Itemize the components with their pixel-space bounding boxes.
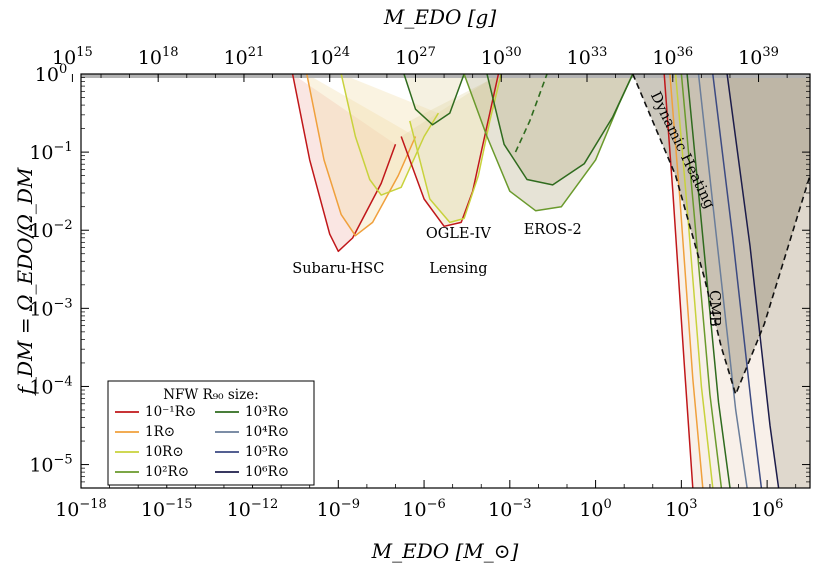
legend-label-1: 1R⊙ [145,424,175,440]
fdm-limit-band [81,74,810,78]
legend-label-0: 10⁻¹R⊙ [145,404,196,420]
series-line-hsc-0 [291,74,397,253]
series-line-ogle-3 [400,74,500,228]
legend-title: NFW R₉₀ size: [163,387,259,403]
region-eros-fill-0 [464,74,633,211]
top-axis-title: M_EDO [g] [383,5,496,29]
series-line-eros-7 [486,74,634,186]
y-tick-label-4: 10−4 [29,374,72,398]
x-axis-title: M_EDO [M_⊙] [371,539,519,563]
legend-label-7: 10⁶R⊙ [245,464,289,480]
series-line-hsc-1 [306,74,417,237]
region-ogle-fill-0 [401,74,499,227]
series-line-cmb-14 [697,74,748,488]
annotation-5: CMB [706,290,722,327]
x-tick-label-7: 103 [665,497,697,521]
x-tick-label-2: 10−12 [227,497,279,521]
top-tick-label-0: 1015 [52,45,93,69]
region-dynamic-fill [632,74,810,395]
x-tick-label-6: 100 [579,497,611,521]
y-tick-label-1: 10−1 [29,140,72,164]
region-eros-fill-1 [487,74,633,185]
legend-label-6: 10⁵R⊙ [245,444,289,460]
series-line-cmb-12 [680,74,723,488]
x-tick-label-8: 106 [751,497,783,521]
legend-label-5: 10⁴R⊙ [245,424,289,440]
top-tick-label-1: 1018 [138,45,179,69]
top-tick-label-7: 1036 [652,45,693,69]
series-line-ogle-5 [403,74,465,126]
top-tick-label-2: 1021 [224,45,265,69]
series-line-cmb-15 [712,74,763,488]
y-axis-title: f_DM = Ω_EDO/Ω_DM [13,167,37,396]
legend-label-3: 10²R⊙ [145,464,189,480]
x-tick-label-3: 10−9 [317,497,360,521]
annotation-0: Subaru-HSC [292,261,384,277]
top-tick-label-4: 1027 [395,45,436,69]
x-tick-label-4: 10−6 [402,497,445,521]
annotation-1: OGLE-IV [426,226,492,242]
top-tick-label-3: 1024 [309,45,350,69]
series-line-cmb-11 [674,74,714,488]
top-tick-label-5: 1030 [481,45,522,69]
x-tick-label-1: 10−15 [141,497,193,521]
series-line-cmb-9 [663,74,694,488]
y-tick-label-2: 10−2 [29,218,72,242]
y-tick-label-0: 100 [35,62,67,86]
top-tick-label-6: 1033 [567,45,608,69]
legend-label-2: 10R⊙ [145,444,184,460]
series-line-hsc-2 [340,74,440,196]
series-line-cmb-10 [669,74,704,488]
series-line-eros-dashed-8 [514,74,548,153]
top-axis-title-m: M_EDO [g] [383,5,496,29]
legend: NFW R₉₀ size: 10⁻¹R⊙ 1R⊙ 10R⊙ 10²R⊙ 10³R⊙ 10⁴… [107,380,315,486]
annotation-3: EROS-2 [524,222,582,238]
x-tick-label-5: 10−3 [488,497,531,521]
y-tick-label-3: 10−3 [29,296,72,320]
series-line-cmb-13 [686,74,731,488]
series-line-ogle-4 [409,74,502,224]
x-tick-label-0: 10−18 [55,497,107,521]
series-line-dynamic-17 [632,74,810,396]
legend-label-4: 10³R⊙ [245,404,289,420]
plot-frame [80,73,811,489]
annotation-2: Lensing [429,261,487,277]
y-tick-label-5: 10−5 [29,453,72,477]
legend-box [107,380,315,486]
top-tick-label-8: 1039 [738,45,779,69]
region-hsc-fill [292,74,396,252]
